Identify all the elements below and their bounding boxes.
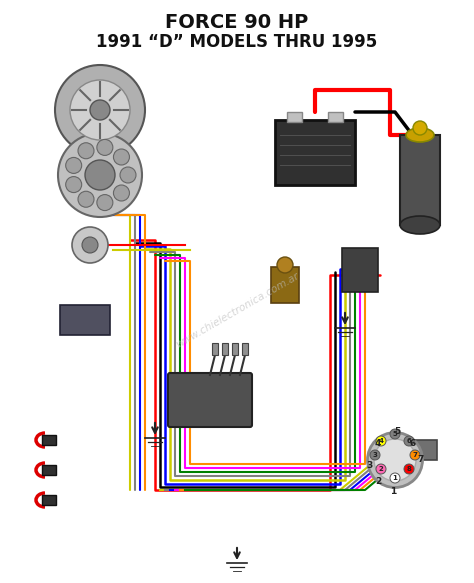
Bar [42, 435, 56, 445]
Circle shape [78, 191, 94, 207]
Bar [42, 495, 56, 505]
Ellipse shape [367, 433, 422, 487]
Text: 2: 2 [379, 466, 383, 472]
Ellipse shape [374, 439, 416, 481]
Circle shape [55, 65, 145, 155]
Circle shape [404, 464, 414, 474]
Circle shape [66, 157, 82, 173]
Bar [242, 343, 248, 355]
Text: www.chielectronica.com.ar: www.chielectronica.com.ar [173, 271, 301, 349]
Text: FORCE 90 HP: FORCE 90 HP [165, 12, 309, 31]
Circle shape [97, 195, 113, 210]
Circle shape [277, 257, 293, 273]
Bar [212, 343, 218, 355]
Ellipse shape [406, 128, 434, 142]
Bar [271, 267, 299, 303]
Circle shape [376, 464, 386, 474]
Ellipse shape [398, 441, 422, 469]
FancyBboxPatch shape [168, 373, 252, 427]
Text: 7: 7 [418, 455, 424, 465]
Bar [400, 135, 440, 225]
Bar [42, 465, 56, 475]
Text: 1: 1 [392, 475, 397, 481]
Bar [275, 120, 355, 185]
Text: 5: 5 [392, 431, 397, 437]
Circle shape [58, 133, 142, 217]
Text: 8: 8 [407, 466, 411, 472]
Text: 3: 3 [367, 461, 373, 469]
Bar [342, 248, 378, 292]
Circle shape [370, 450, 380, 460]
Bar [328, 112, 343, 122]
Circle shape [97, 139, 113, 156]
Circle shape [85, 160, 115, 190]
Text: 5: 5 [394, 427, 400, 437]
Circle shape [113, 149, 129, 165]
Text: 1991 “D” MODELS THRU 1995: 1991 “D” MODELS THRU 1995 [96, 33, 378, 51]
Text: 3: 3 [373, 452, 377, 458]
Circle shape [66, 177, 82, 192]
Circle shape [413, 121, 427, 135]
Text: 7: 7 [412, 452, 418, 458]
Circle shape [120, 167, 136, 183]
Ellipse shape [400, 216, 440, 234]
Text: 6: 6 [410, 440, 416, 448]
Bar [60, 305, 110, 335]
Circle shape [376, 436, 386, 446]
Circle shape [90, 100, 110, 120]
Circle shape [78, 143, 94, 159]
Text: 4: 4 [379, 438, 383, 444]
Bar [287, 112, 302, 122]
Circle shape [113, 185, 129, 201]
Circle shape [72, 227, 108, 263]
Bar [232, 343, 238, 355]
Circle shape [390, 429, 400, 439]
Bar [415, 440, 437, 460]
Bar [222, 343, 228, 355]
Text: 2: 2 [375, 477, 381, 486]
Text: 4: 4 [375, 440, 381, 448]
Circle shape [390, 473, 400, 483]
Text: 6: 6 [407, 438, 411, 444]
Circle shape [404, 436, 414, 446]
Circle shape [70, 80, 130, 140]
Circle shape [410, 450, 420, 460]
Text: 1: 1 [390, 486, 396, 496]
Circle shape [82, 237, 98, 253]
